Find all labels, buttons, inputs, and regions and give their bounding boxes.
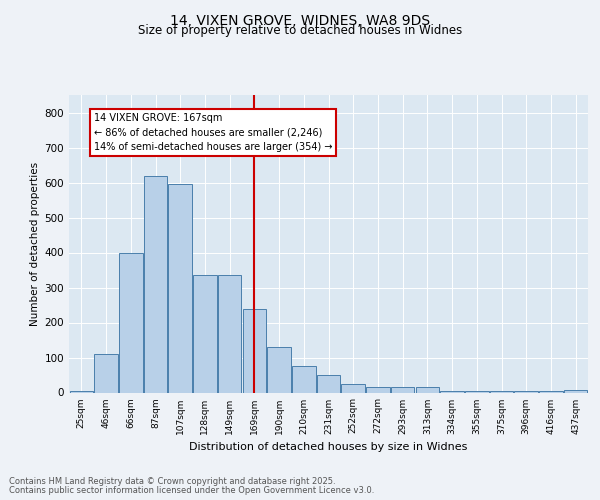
Bar (317, 375, 340, 392)
Bar (440, 391, 464, 392)
Bar (564, 390, 587, 392)
Bar (514, 391, 538, 392)
Bar (465, 391, 488, 392)
Bar (70, 391, 93, 392)
Bar (94, 354, 118, 393)
Bar (144, 176, 167, 392)
Bar (268, 347, 291, 393)
Text: Contains HM Land Registry data © Crown copyright and database right 2025.: Contains HM Land Registry data © Crown c… (9, 477, 335, 486)
Bar (292, 366, 316, 392)
Text: 14 VIXEN GROVE: 167sqm
← 86% of detached houses are smaller (2,246)
14% of semi-: 14 VIXEN GROVE: 167sqm ← 86% of detached… (94, 112, 332, 152)
Bar (341, 384, 365, 392)
Bar (416, 387, 439, 392)
Text: 14, VIXEN GROVE, WIDNES, WA8 9DS: 14, VIXEN GROVE, WIDNES, WA8 9DS (170, 14, 430, 28)
Bar (242, 308, 266, 392)
X-axis label: Distribution of detached houses by size in Widnes: Distribution of detached houses by size … (190, 442, 467, 452)
Text: Size of property relative to detached houses in Widnes: Size of property relative to detached ho… (138, 24, 462, 37)
Y-axis label: Number of detached properties: Number of detached properties (31, 162, 40, 326)
Bar (218, 275, 241, 392)
Bar (366, 387, 389, 392)
Bar (193, 275, 217, 392)
Bar (539, 391, 563, 392)
Text: Contains public sector information licensed under the Open Government Licence v3: Contains public sector information licen… (9, 486, 374, 495)
Bar (490, 391, 513, 392)
Bar (169, 184, 192, 392)
Bar (119, 252, 143, 392)
Bar (391, 387, 415, 392)
